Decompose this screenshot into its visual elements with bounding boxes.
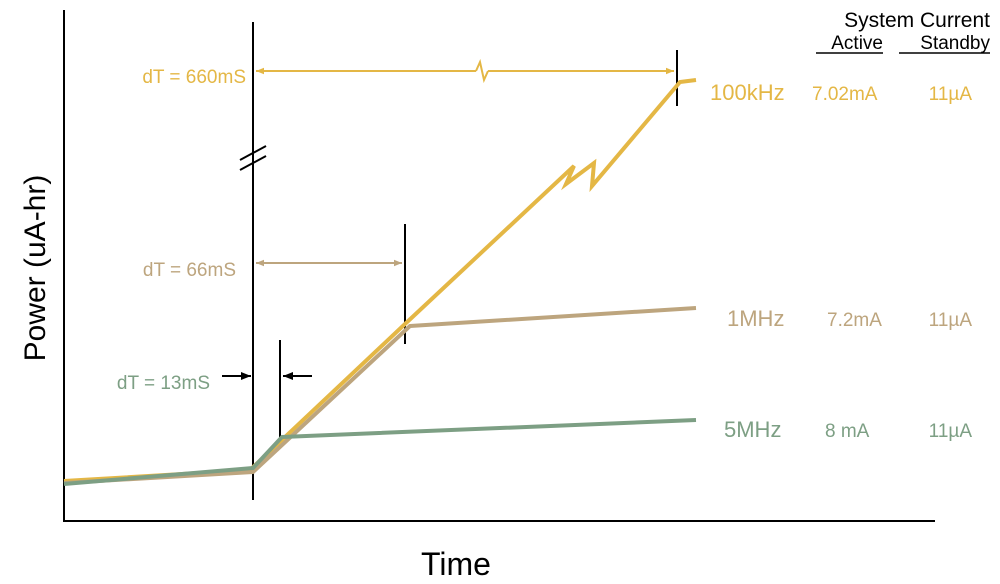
header-title: System Current <box>844 9 990 32</box>
interval-label-13ms: dT = 13mS <box>117 373 210 394</box>
interval-label-66ms: dT = 66mS <box>143 260 236 281</box>
span-arrow-660ms-break <box>475 58 489 84</box>
axis-break-mark <box>239 145 267 161</box>
series-standby-1mhz: 11µA <box>929 310 973 331</box>
axis-break-mark <box>239 155 267 171</box>
series-freq-5mhz: 5MHz <box>724 417 781 442</box>
series-line-1mhz <box>63 306 697 485</box>
series-active-5mhz: 8 mA <box>825 421 870 442</box>
header-col-active: Active <box>831 33 883 54</box>
series-freq-100khz: 100kHz <box>710 80 785 105</box>
interval-label-660ms: dT = 660mS <box>142 67 246 88</box>
series-standby-5mhz: 11µA <box>929 421 973 442</box>
series-line-100khz <box>63 78 697 483</box>
series-freq-1mhz: 1MHz <box>727 306 784 331</box>
series-active-100khz: 7.02mA <box>812 84 878 105</box>
series-active-1mhz: 7.2mA <box>827 310 882 331</box>
header-col-standby: Standby <box>920 33 990 54</box>
x-axis-label: Time <box>421 546 491 582</box>
series-line-5mhz <box>63 418 697 486</box>
y-axis-label: Power (uA-hr) <box>19 175 52 362</box>
series-standby-100khz: 11µA <box>929 84 973 105</box>
